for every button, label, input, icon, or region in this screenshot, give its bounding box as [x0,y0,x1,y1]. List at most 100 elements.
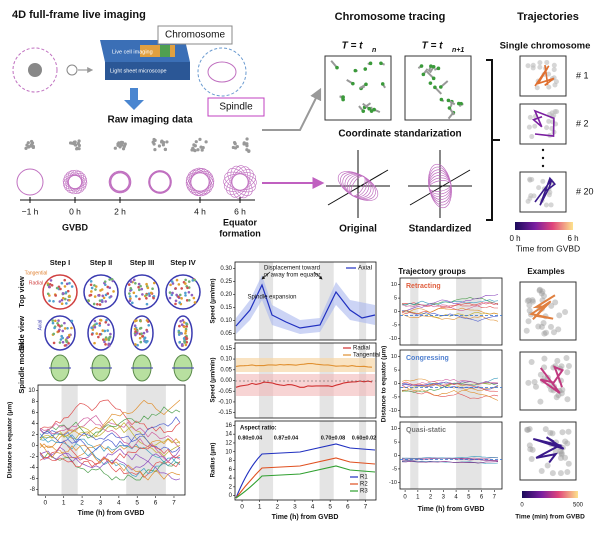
y-tick-label: 0.05 [220,367,232,373]
shade [62,385,78,495]
chromosome [184,341,187,344]
x-tick-label: 3 [99,500,103,507]
chromosome [185,330,188,333]
y-tick-label: 14 [225,432,232,438]
label: Step IV [170,258,195,267]
y-tick-label: 2 [32,432,36,438]
chromosome [94,295,97,298]
chromosome [68,295,71,298]
chromosome [111,278,114,281]
chromosome [61,302,64,305]
chromosome [134,282,137,285]
blob [537,288,543,294]
chromosome [134,320,137,323]
y-tick-label: -5 [392,466,397,472]
label: T = t [342,41,364,52]
chromosome [184,294,187,297]
chromosome-blob [161,141,164,144]
chromosome [106,292,109,295]
x-tick-label: 7 [172,500,176,507]
y-tick-label: -5 [392,394,397,400]
chromosome [62,297,65,300]
blob [539,468,545,474]
chromosome [108,336,111,339]
y-tick-label: 10 [391,282,397,288]
label: Radial [29,280,43,286]
chromosome [143,337,146,340]
chromosome [99,319,102,322]
y-tick-label: 10 [391,354,397,360]
label: Step I [50,258,70,267]
chromosome [134,324,137,327]
y-tick-label: 0.25 [220,279,232,285]
chromosome [178,301,181,304]
chromosome [351,82,355,86]
chromosome [188,299,191,302]
y-tick-label: 8 [32,399,36,405]
blob [556,312,562,318]
radius-line [236,466,375,498]
chromosome [184,282,187,285]
blob [566,363,572,369]
chromosome [71,285,74,288]
chromosome [104,280,107,283]
chromosome [181,323,184,326]
spindle [231,165,249,199]
blob [532,193,537,198]
blob [554,79,559,84]
chromosome [109,333,112,336]
chromosome [146,303,149,306]
colorbar [522,491,578,498]
chromosome [88,294,91,297]
panel-title: 4D full-frame live imaging [12,9,146,21]
label: 0.80±0.04 [238,435,263,441]
chromosome [178,341,181,344]
chromosome [90,290,93,293]
blob [547,192,552,197]
chromosome [341,95,345,99]
chromosome [52,333,55,336]
blob [527,125,532,130]
label: # 1 [576,70,589,80]
x-tick-label: 4 [311,504,315,511]
chromosome-blob [202,146,205,149]
blob [555,326,561,332]
chromosome [131,302,134,305]
label: Time from GVBD [516,243,580,253]
chromosome [91,333,94,336]
chromosome [174,303,177,306]
chromosome [48,286,51,289]
chromosome [63,279,66,282]
y-tick-label: 10 [28,388,35,394]
chromosome [106,329,109,332]
chromosome [169,284,172,287]
chromosome [62,341,65,344]
y-tick-label: 4 [32,421,36,427]
y-tick-label: 12 [225,441,232,447]
chromosome-blob [74,140,77,143]
y-tick-label: -5 [392,322,397,328]
chromosome [141,293,144,296]
blob [563,355,569,361]
blob [544,60,549,65]
chromosome-blob [242,142,245,145]
blob [562,309,568,315]
dot [542,165,544,167]
chromosome [139,327,142,330]
chromosome [151,287,154,290]
chromosome [52,300,55,303]
y-tick-label: 10 [391,426,397,432]
chromosome-blob [25,144,28,147]
blob [554,358,560,364]
y-tick-label: 0.10 [220,318,232,324]
blob [527,426,533,432]
label: Time (h) from GVBD [78,510,145,517]
y-tick-label: -0.05 [218,389,232,395]
chromosome [108,286,111,289]
chromosome [361,109,365,113]
spindle [223,173,257,190]
top-view [43,275,77,309]
section-title: Chromosome tracing [335,11,446,23]
colorbar [515,222,573,230]
chromosome-blob [124,142,127,145]
